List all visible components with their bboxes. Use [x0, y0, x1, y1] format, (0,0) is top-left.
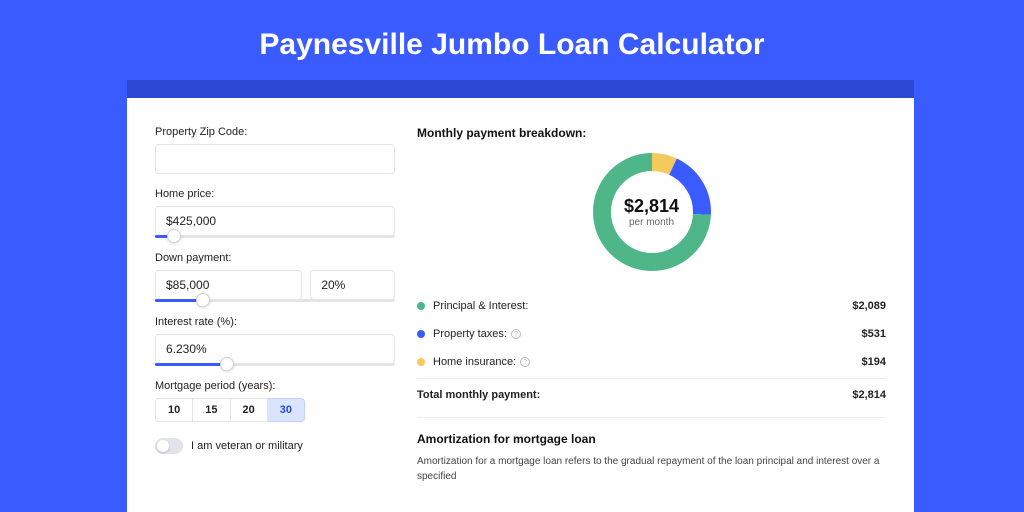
zip-field: Property Zip Code: [155, 126, 395, 174]
veteran-toggle[interactable] [155, 438, 183, 454]
legend-dot-icon [417, 302, 425, 310]
down-payment-label: Down payment: [155, 252, 395, 264]
breakdown-title: Monthly payment breakdown: [417, 126, 886, 140]
home-price-slider-thumb[interactable] [167, 229, 181, 243]
down-payment-slider[interactable] [155, 299, 395, 302]
legend-row-property_taxes: Property taxes:?$531 [417, 320, 886, 348]
info-icon[interactable]: ? [520, 357, 530, 367]
legend-dot-icon [417, 330, 425, 338]
amortization-text: Amortization for a mortgage loan refers … [417, 454, 886, 484]
down-payment-field: Down payment: [155, 252, 395, 302]
donut-amount: $2,814 [624, 196, 679, 217]
mortgage-period-options: 10152030 [155, 398, 395, 422]
legend-row-home_insurance: Home insurance:?$194 [417, 348, 886, 376]
period-option-20[interactable]: 20 [231, 398, 268, 422]
donut-sub: per month [629, 217, 674, 228]
legend-value: $2,089 [852, 300, 886, 312]
period-option-10[interactable]: 10 [155, 398, 193, 422]
home-price-label: Home price: [155, 188, 395, 200]
info-icon[interactable]: ? [511, 329, 521, 339]
legend-label: Home insurance:? [433, 356, 862, 368]
veteran-toggle-knob [157, 440, 169, 452]
veteran-label: I am veteran or military [191, 440, 303, 452]
legend-row-principal_interest: Principal & Interest:$2,089 [417, 292, 886, 320]
interest-rate-slider-thumb[interactable] [220, 357, 234, 371]
mortgage-period-label: Mortgage period (years): [155, 380, 395, 392]
donut-chart: $2,814 per month [590, 150, 714, 274]
zip-input[interactable] [155, 144, 395, 174]
input-column: Property Zip Code: Home price: Down paym… [155, 126, 395, 512]
legend-dot-icon [417, 358, 425, 366]
period-option-30[interactable]: 30 [268, 398, 305, 422]
interest-rate-label: Interest rate (%): [155, 316, 395, 328]
zip-label: Property Zip Code: [155, 126, 395, 138]
total-label: Total monthly payment: [417, 389, 852, 401]
card-shadow [127, 80, 914, 98]
calculator-card: Property Zip Code: Home price: Down paym… [127, 98, 914, 512]
home-price-input[interactable] [155, 206, 395, 236]
interest-rate-input[interactable] [155, 334, 395, 364]
total-row: Total monthly payment: $2,814 [417, 378, 886, 409]
amortization-title: Amortization for mortgage loan [417, 432, 886, 446]
amortization-section: Amortization for mortgage loan Amortizat… [417, 417, 886, 484]
breakdown-column: Monthly payment breakdown: $2,814 per mo… [417, 126, 886, 512]
down-payment-slider-thumb[interactable] [196, 293, 210, 307]
down-payment-amount-input[interactable] [155, 270, 302, 300]
legend-label: Principal & Interest: [433, 300, 852, 312]
interest-rate-slider[interactable] [155, 363, 395, 366]
donut-center: $2,814 per month [590, 150, 714, 274]
interest-rate-field: Interest rate (%): [155, 316, 395, 366]
legend-value: $531 [862, 328, 886, 340]
donut-chart-wrap: $2,814 per month [417, 150, 886, 274]
legend-value: $194 [862, 356, 886, 368]
total-value: $2,814 [852, 389, 886, 401]
home-price-slider[interactable] [155, 235, 395, 238]
page-title: Paynesville Jumbo Loan Calculator [0, 0, 1024, 80]
breakdown-legend: Principal & Interest:$2,089Property taxe… [417, 292, 886, 376]
down-payment-percent-input[interactable] [310, 270, 395, 300]
home-price-field: Home price: [155, 188, 395, 238]
veteran-row: I am veteran or military [155, 438, 395, 454]
period-option-15[interactable]: 15 [193, 398, 230, 422]
legend-label: Property taxes:? [433, 328, 862, 340]
mortgage-period-field: Mortgage period (years): 10152030 [155, 380, 395, 422]
